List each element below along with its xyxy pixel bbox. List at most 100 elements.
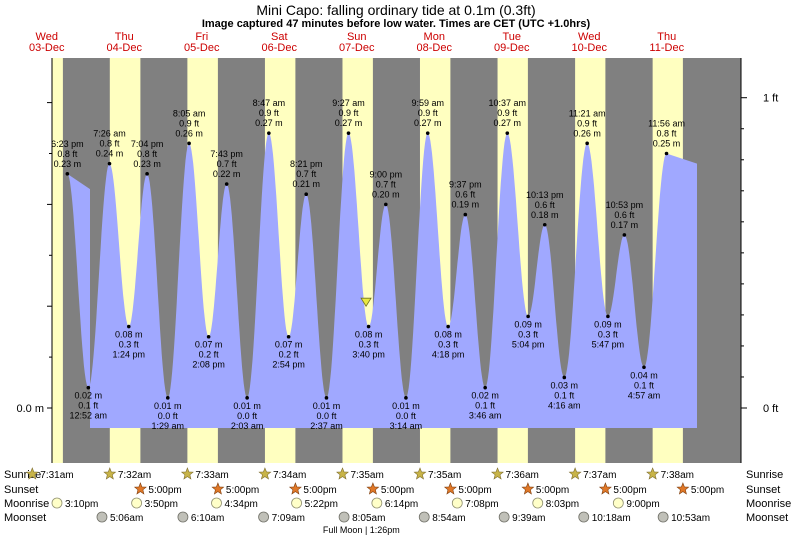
sunset-row-label-right: Sunset	[746, 484, 780, 496]
tide-label: 0.04 m	[630, 370, 658, 380]
moonrise-icon	[131, 497, 143, 509]
tide-label: 7:26 am	[93, 129, 126, 139]
tide-label: 0.9 ft	[339, 108, 360, 118]
tide-area	[67, 133, 698, 428]
tide-label: 0.27 m	[335, 118, 363, 128]
tide-label: 3:14 am	[390, 421, 423, 431]
tide-label: 1:24 pm	[113, 350, 146, 360]
tide-label: 0.1 ft	[475, 401, 496, 411]
sunset-time: 5:00pm	[536, 485, 569, 496]
sunrise-icon	[258, 467, 272, 480]
moonrise-icon	[451, 497, 463, 509]
day-date: 11-Dec	[649, 42, 684, 54]
sunrise-icon	[103, 467, 117, 480]
chart-subtitle: Image captured 47 minutes before low wat…	[202, 18, 591, 30]
tide-point	[346, 131, 351, 135]
tide-point	[404, 396, 408, 400]
tide-label: 10:53 pm	[606, 200, 644, 210]
tide-label: 7:43 pm	[210, 149, 243, 159]
sunrise-icon	[491, 467, 504, 480]
day-date: 04-Dec	[107, 42, 143, 54]
tide-label: 0.9 ft	[497, 108, 518, 118]
tide-label: 0.01 m	[154, 401, 182, 411]
tide-label: 0.09 m	[594, 319, 622, 329]
tide-label: 12:52 am	[70, 411, 108, 421]
tide-point	[267, 131, 271, 135]
tide-label: 0.8 ft	[137, 149, 158, 159]
sunset-icon	[443, 482, 457, 495]
day-weekday: Mon	[424, 31, 445, 43]
tide-label: 0.08 m	[434, 330, 462, 340]
moonset-row-label-right: Moonset	[746, 512, 788, 524]
sunset-time: 5:00pm	[148, 485, 181, 496]
sunrise-icon	[25, 467, 39, 480]
day-weekday: Tue	[502, 31, 521, 43]
day-date: 05-Dec	[184, 42, 220, 54]
moonrise-icon	[532, 497, 544, 509]
tide-label: 7:04 pm	[131, 139, 164, 149]
sunrise-time: 7:35am	[350, 470, 383, 481]
tide-label: 5:47 pm	[592, 339, 625, 349]
tide-point	[425, 131, 430, 135]
tide-point	[187, 141, 191, 146]
sunrise-time: 7:36am	[506, 470, 539, 481]
tide-point	[622, 233, 627, 237]
tide-label: 4:57 am	[628, 390, 661, 400]
tide-point	[224, 182, 229, 186]
tide-label: 3:40 pm	[352, 350, 385, 360]
tide-point	[585, 141, 589, 146]
tide-point	[126, 324, 131, 329]
tide-label: 4:16 am	[548, 400, 581, 410]
tide-label: 0.02 m	[75, 391, 103, 401]
sunset-time: 5:00pm	[303, 485, 336, 496]
axes: 0.0 m 0 ft 1 ft	[16, 58, 778, 463]
tide-point	[664, 151, 669, 156]
tide-label: 0.6 ft	[535, 200, 556, 210]
tide-label: 6:23 pm	[51, 139, 84, 149]
right-axis-label: 0 ft	[763, 403, 778, 415]
sunrise-icon	[413, 467, 427, 480]
tide-label: 0.2 ft	[199, 350, 220, 360]
current-tide-marker	[360, 297, 372, 307]
moonrise-icon	[211, 497, 222, 509]
moonrise-time: 3:50pm	[145, 499, 178, 510]
sunset-icon	[133, 482, 147, 495]
moonrise-time: 6:14pm	[385, 499, 418, 510]
moonset-icon	[578, 511, 590, 523]
moonset-icon	[338, 511, 350, 523]
tide-label: 0.2 ft	[279, 350, 300, 360]
tide-point	[245, 396, 249, 400]
tide-point	[463, 212, 468, 217]
sunset-icon	[521, 482, 535, 495]
moonset-icon	[657, 511, 669, 523]
tide-label: 0.1 ft	[554, 390, 575, 400]
tide-label: 9:27 am	[332, 98, 365, 108]
moonset-icon	[96, 511, 108, 523]
tide-label: 10:13 pm	[526, 190, 564, 200]
tide-label: 0.01 m	[392, 401, 420, 411]
tide-label: 2:54 pm	[272, 360, 305, 370]
tide-label: 0.9 ft	[418, 108, 439, 118]
day-date: 06-Dec	[262, 42, 298, 54]
tide-label: 0.08 m	[115, 330, 143, 340]
sunrise-time: 7:35am	[428, 470, 461, 481]
day-date: 09-Dec	[494, 42, 530, 54]
tide-label: 9:00 pm	[370, 169, 403, 179]
moonrise-row-label-right: Moonrise	[746, 498, 791, 510]
moonset-icon	[418, 511, 430, 523]
tide-label: 0.0 ft	[237, 411, 258, 421]
tide-label: 3:46 am	[469, 411, 502, 421]
tide-label: 0.23 m	[54, 159, 82, 169]
tide-label: 8:47 am	[253, 98, 286, 108]
moonset-icon	[177, 511, 189, 523]
tide-label: 0.24 m	[96, 149, 124, 159]
sunrise-icon	[646, 467, 660, 480]
moon-phase-label: Full Moon | 1:26pm	[323, 525, 400, 535]
tide-label: 0.09 m	[514, 319, 542, 329]
sunrise-time: 7:33am	[195, 470, 228, 481]
tide-label: 0.23 m	[133, 159, 161, 169]
moonset-time: 8:05am	[352, 513, 385, 524]
sunrise-icon	[180, 467, 194, 480]
